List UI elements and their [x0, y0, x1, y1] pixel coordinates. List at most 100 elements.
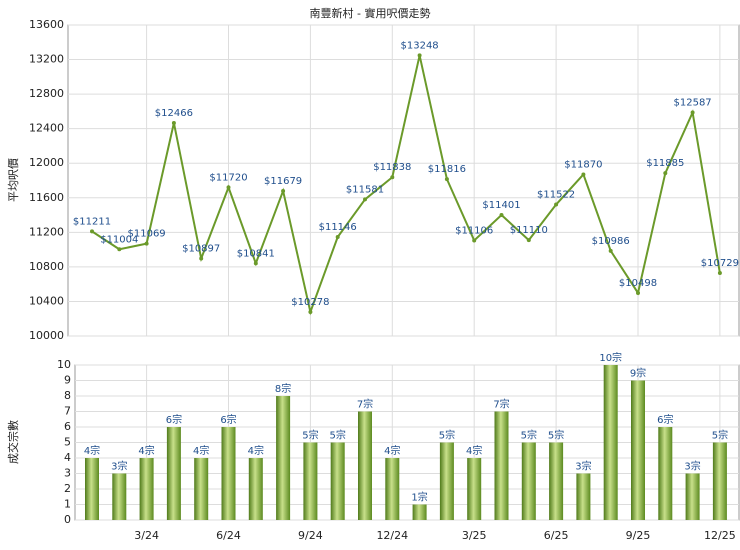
data-label: 5宗 — [548, 429, 564, 442]
x-tick-label: 9/25 — [626, 529, 651, 542]
data-label: $11885 — [646, 158, 684, 169]
data-label: $11870 — [564, 159, 602, 170]
point — [608, 248, 613, 253]
bar — [521, 442, 536, 520]
data-label: $10986 — [592, 236, 630, 247]
y-tick-label: 10 — [57, 358, 71, 371]
data-label: 6宗 — [166, 413, 182, 426]
y-tick-label: 8 — [64, 389, 71, 402]
data-label: $11816 — [428, 164, 466, 175]
bar — [276, 396, 291, 520]
point — [308, 309, 313, 314]
x-tick-label: 9/24 — [298, 529, 323, 542]
y-tick-label: 3 — [64, 467, 71, 480]
bar — [658, 427, 673, 520]
bar — [412, 504, 427, 520]
y-tick-label: 6 — [64, 420, 71, 433]
data-label: $10841 — [237, 248, 275, 259]
point — [117, 247, 122, 252]
y-tick-label: 10400 — [29, 294, 64, 307]
chart-title: 南豐新村 - 實用呎價走勢 — [310, 6, 431, 20]
data-label: 8宗 — [275, 382, 291, 395]
point — [253, 261, 258, 266]
data-label: $11522 — [537, 190, 575, 201]
data-label: $11838 — [373, 162, 411, 173]
bar — [139, 458, 154, 520]
y-tick-label: 7 — [64, 405, 71, 418]
data-label: $11106 — [455, 225, 493, 236]
data-label: 1宗 — [411, 491, 427, 504]
point — [390, 175, 395, 180]
data-label: 5宗 — [330, 429, 346, 442]
data-label: $10498 — [619, 278, 657, 289]
data-label: $11401 — [482, 200, 520, 211]
bar — [439, 442, 454, 520]
point — [226, 185, 231, 190]
data-label: 5宗 — [521, 429, 537, 442]
y-tick-label: 1 — [64, 498, 71, 511]
data-label: 4宗 — [384, 444, 400, 457]
data-label: 3宗 — [575, 460, 591, 473]
point — [199, 256, 204, 261]
price-line — [91, 55, 721, 316]
y-axis-label: 平均呎價 — [6, 158, 20, 202]
data-label: $13248 — [401, 40, 439, 51]
y-tick-label: 9 — [64, 374, 71, 387]
bar — [685, 473, 700, 520]
data-label: $10278 — [291, 297, 329, 308]
point — [690, 110, 695, 115]
bar — [712, 442, 727, 520]
data-label: 7宗 — [357, 398, 373, 411]
data-label: $11211 — [73, 216, 111, 227]
data-label: $11146 — [319, 222, 357, 233]
point — [472, 238, 477, 243]
data-label: 4宗 — [84, 444, 100, 457]
point — [144, 241, 149, 246]
x-tick-label: 3/24 — [134, 529, 159, 542]
y-tick-label: 10800 — [29, 260, 64, 273]
bar — [631, 380, 645, 520]
point — [171, 120, 176, 125]
data-label: 3宗 — [111, 460, 127, 473]
bar — [467, 458, 482, 520]
bar — [358, 411, 372, 520]
data-label: 5宗 — [302, 429, 318, 442]
x-tick-label: 12/24 — [376, 529, 408, 542]
y-tick-label: 11600 — [29, 191, 64, 204]
point — [717, 271, 722, 276]
x-tick-label: 6/24 — [216, 529, 241, 542]
point — [363, 197, 367, 202]
data-label: 4宗 — [193, 444, 209, 457]
data-label: $12466 — [155, 108, 193, 119]
data-label: 10宗 — [599, 351, 622, 364]
point — [417, 53, 422, 58]
bar — [576, 473, 591, 520]
y-tick-label: 10000 — [29, 329, 64, 342]
bar — [166, 427, 181, 520]
data-label: 5宗 — [712, 429, 728, 442]
data-label: $12587 — [674, 98, 712, 109]
y-tick-label: 11200 — [29, 225, 64, 238]
point — [636, 290, 640, 295]
bar — [549, 442, 564, 520]
data-label: $10729 — [701, 258, 739, 269]
data-label: 3宗 — [684, 460, 700, 473]
data-label: $11581 — [346, 184, 384, 195]
bar — [85, 458, 99, 520]
data-label: 9宗 — [630, 367, 646, 380]
data-label: $11110 — [510, 225, 548, 236]
bar — [330, 442, 345, 520]
data-label: 6宗 — [657, 413, 673, 426]
y-tick-label: 12800 — [29, 87, 64, 100]
point — [90, 229, 94, 234]
y-axis-label: 成交宗數 — [6, 420, 20, 464]
bar — [494, 411, 509, 520]
y-tick-label: 4 — [64, 451, 71, 464]
data-label: $10897 — [182, 244, 220, 255]
data-label: 7宗 — [493, 398, 509, 411]
plot-area — [67, 24, 740, 337]
y-tick-label: 0 — [64, 513, 71, 526]
data-label: 4宗 — [248, 444, 264, 457]
point — [554, 202, 559, 207]
